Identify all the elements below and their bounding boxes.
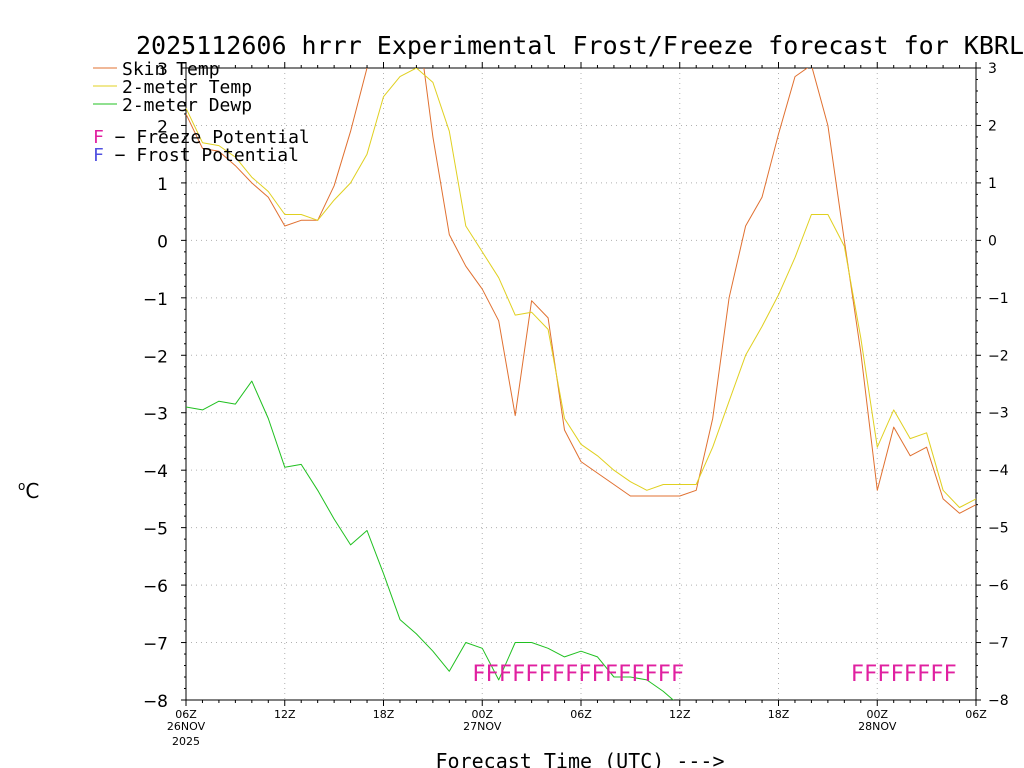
y-tick-label-right-4: −4 <box>988 463 1009 479</box>
y-tick-label-left-10: 2 <box>157 117 168 137</box>
x-tick-label-6: 18Z <box>768 708 790 721</box>
degree-symbol: o <box>18 479 25 493</box>
x-tick-date-0: 26NOV <box>167 720 206 733</box>
legend-label-skin-temp: Skin Temp <box>122 59 220 80</box>
y-tick-label-right-0: −8 <box>988 693 1009 709</box>
frost-letter: F <box>93 145 104 166</box>
y-tick-label-right-3: −5 <box>988 521 1009 537</box>
series-line-2-meter-temp <box>186 68 976 508</box>
y-tick-label-left-9: 1 <box>157 175 168 195</box>
y-tick-label-right-2: −6 <box>988 578 1009 594</box>
freeze-markers: FFFFFFFFFFFFFFFF FFFFFFFF <box>472 662 957 687</box>
x-tick-label-0: 06Z <box>175 708 197 721</box>
legend-freeze-potential: F − Freeze Potential <box>93 127 310 148</box>
y-tick-label-right-10: 2 <box>988 118 997 134</box>
y-tick-label-right-8: 0 <box>988 233 997 249</box>
y-tick-label-left-11: 3 <box>157 60 168 80</box>
x-tick-date-3: 27NOV <box>463 720 502 733</box>
y-tick-label-left-8: 0 <box>157 232 168 252</box>
x-tick-year-0: 2025 <box>172 735 200 748</box>
x-tick-label-4: 06Z <box>570 708 592 721</box>
y-axis-ticks: −8 −8 −7 −7 −6 −6 −5 −5 −4 −4 −3 −3 −2 −2 −1 −1 0 0 1 1 2 2 3 3 <box>143 60 1009 712</box>
y-tick-label-left-6: −2 <box>143 347 168 367</box>
freeze-letter: F <box>93 127 104 148</box>
y-tick-label-left-0: −8 <box>143 692 168 712</box>
y-tick-label-left-1: −7 <box>143 635 168 655</box>
y-tick-label-left-7: −1 <box>143 290 168 310</box>
series-line-skin-temp <box>186 68 976 514</box>
legend-label-2m-dewp: 2-meter Dewp <box>122 95 252 116</box>
x-tick-label-5: 12Z <box>669 708 691 721</box>
x-tick-label-2: 18Z <box>373 708 395 721</box>
x-tick-label-3: 00Z <box>471 708 493 721</box>
x-tick-date-7: 28NOV <box>858 720 897 733</box>
legend: Skin Temp 2-meter Temp 2-meter Dewp F − … <box>93 59 310 166</box>
y-axis-label: oC <box>18 479 39 503</box>
y-tick-label-right-11: 3 <box>988 61 997 77</box>
series-line-2-meter-dewp <box>186 380 674 700</box>
y-tick-label-right-9: 1 <box>988 176 997 192</box>
y-tick-label-left-2: −6 <box>143 577 168 597</box>
series-lines <box>186 68 976 700</box>
legend-label-2m-temp: 2-meter Temp <box>122 77 252 98</box>
frost-text: − Frost Potential <box>104 145 299 166</box>
unit-label: C <box>25 479 39 503</box>
x-axis-label: Forecast Time (UTC) ---> <box>436 749 725 768</box>
y-tick-label-left-4: −4 <box>143 462 168 482</box>
y-tick-label-right-7: −1 <box>988 291 1009 307</box>
y-tick-label-right-1: −7 <box>988 636 1009 652</box>
x-tick-label-1: 12Z <box>274 708 296 721</box>
y-tick-label-left-3: −5 <box>143 520 168 540</box>
x-tick-label-8: 06Z <box>965 708 987 721</box>
legend-frost-potential: F − Frost Potential <box>93 145 299 166</box>
y-tick-label-left-5: −3 <box>143 405 168 425</box>
chart-title: 2025112606 hrrr Experimental Frost/Freez… <box>136 31 1024 60</box>
y-tick-label-right-6: −2 <box>988 348 1009 364</box>
y-tick-label-right-5: −3 <box>988 406 1009 422</box>
freeze-marker-run-1: FFFFFFFF <box>851 662 957 687</box>
x-tick-label-7: 00Z <box>866 708 888 721</box>
freeze-marker-run-0: FFFFFFFFFFFFFFFF <box>472 662 684 687</box>
grid-lines <box>186 68 976 700</box>
freeze-text: − Freeze Potential <box>104 127 310 148</box>
